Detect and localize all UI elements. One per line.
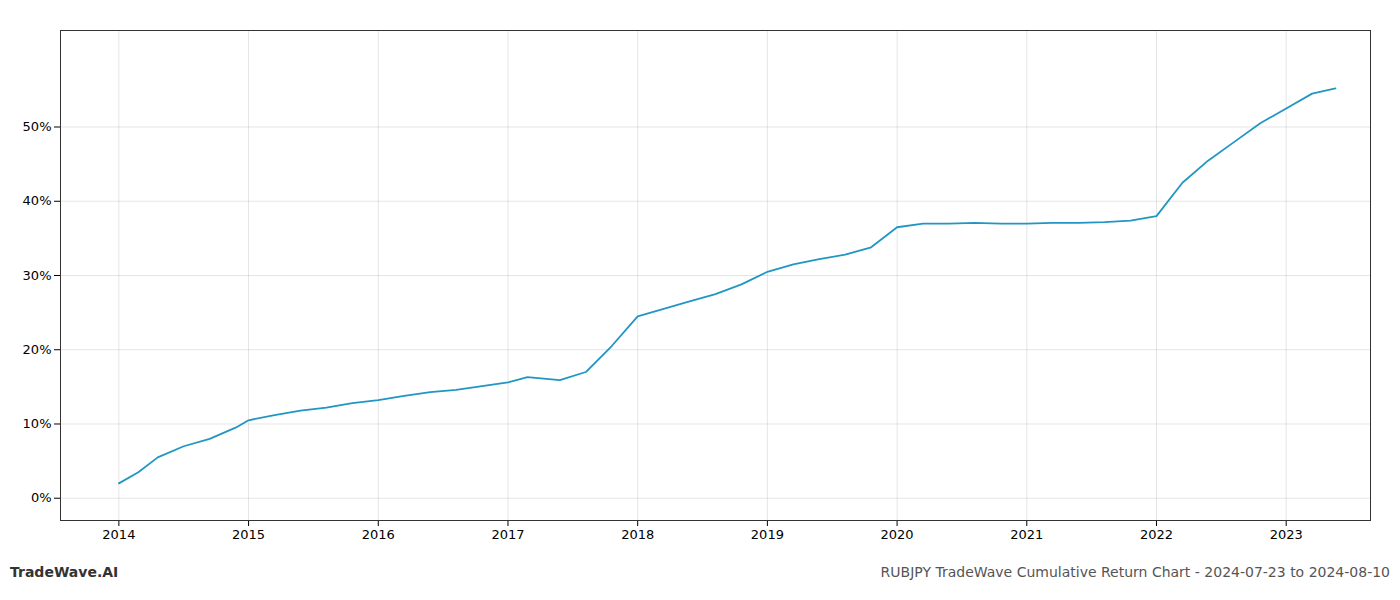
html-text:RUBJPY TradeWave Cumulative Re: RUBJPY TradeWave Cumulative Return Chart… [880,564,1390,580]
svg-text:0%: 0% [31,490,52,505]
svg-text:50%: 50% [23,119,52,134]
svg-text:2022: 2022 [1140,527,1173,542]
svg-text:2014: 2014 [102,527,135,542]
svg-text:2020: 2020 [881,527,914,542]
svg-text:30%: 30% [23,268,52,283]
svg-text:40%: 40% [23,193,52,208]
svg-text:2018: 2018 [621,527,654,542]
svg-text:2015: 2015 [232,527,265,542]
svg-text:2021: 2021 [1010,527,1043,542]
html-text:TradeWave.AI: TradeWave.AI [10,564,119,580]
svg-text:20%: 20% [23,342,52,357]
svg-text:2023: 2023 [1270,527,1303,542]
svg-text:2016: 2016 [362,527,395,542]
svg-text:2017: 2017 [491,527,524,542]
svg-text:2019: 2019 [751,527,784,542]
svg-text:10%: 10% [23,416,52,431]
